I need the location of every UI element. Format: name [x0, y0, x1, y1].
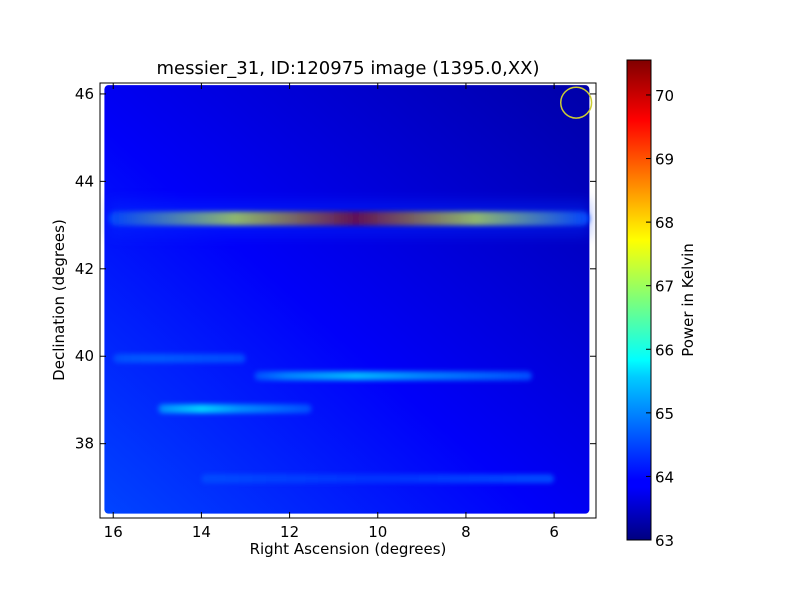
heatmap-band [157, 404, 312, 414]
colorbar-ticks: 63 64 65 66 67 68 69 70 [646, 87, 674, 550]
colorbar-tick-label: 66 [655, 341, 674, 359]
y-tick-label: 38 [75, 435, 94, 453]
chart-title: messier_31, ID:120975 image (1395.0,XX) [156, 58, 539, 79]
x-tick-label: 12 [280, 523, 299, 541]
colorbar-tick-label: 67 [655, 278, 674, 296]
y-axis-label: Declination (degrees) [50, 219, 68, 381]
colorbar-tick-label: 69 [655, 151, 674, 169]
plot-frame [99, 82, 597, 519]
colorbar-tick-label: 65 [655, 405, 674, 423]
colorbar-tick-label: 63 [655, 532, 674, 550]
colorbar-tick-label: 70 [655, 87, 674, 105]
heatmap-band [254, 371, 533, 381]
heatmap-band-halo [108, 200, 590, 237]
heatmap-background [104, 85, 590, 514]
y-tick-label: 42 [75, 260, 94, 278]
x-axis-label: Right Ascension (degrees) [250, 540, 447, 558]
x-tick-label: 10 [368, 523, 387, 541]
beam-marker [559, 86, 593, 119]
y-tick-label: 46 [75, 85, 94, 103]
colorbar-tick-label: 64 [655, 468, 674, 486]
y-tick-label: 40 [75, 347, 94, 365]
heatmap-band [201, 474, 555, 484]
heatmap-band [113, 353, 246, 363]
x-tick-label: 8 [461, 523, 471, 541]
y-tick-label: 44 [75, 172, 94, 190]
colorbar-tick-label: 68 [655, 214, 674, 232]
x-tick-label: 6 [549, 523, 559, 541]
x-axis: 16 14 12 10 8 6 [104, 83, 559, 541]
x-tick-label: 14 [192, 523, 211, 541]
heatmap-image [104, 85, 593, 514]
y-axis: 38 40 42 44 46 [75, 85, 596, 453]
x-tick-label: 16 [104, 523, 123, 541]
colorbar-label: Power in Kelvin [679, 243, 697, 357]
colorbar [626, 59, 652, 541]
